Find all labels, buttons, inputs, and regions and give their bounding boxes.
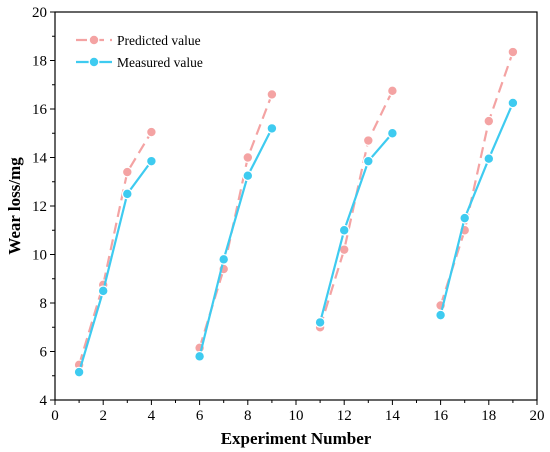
x-tick-label: 18	[481, 408, 496, 424]
data-point-measured-value	[362, 155, 374, 167]
data-point-predicted-value	[145, 126, 157, 138]
data-point-measured-value	[121, 188, 133, 200]
y-tick-label: 10	[32, 248, 47, 264]
data-point-predicted-value	[387, 85, 398, 97]
data-point-measured-value	[459, 212, 471, 224]
x-tick-label: 8	[244, 408, 252, 424]
legend-marker-predicted-value	[88, 34, 100, 46]
data-point-measured-value	[483, 153, 495, 165]
series-measured-value	[73, 97, 519, 378]
x-tick-label: 20	[530, 408, 545, 424]
series-line-measured-value	[78, 160, 153, 373]
data-point-predicted-value	[362, 135, 374, 146]
y-tick-label: 14	[32, 151, 48, 167]
data-point-measured-value	[194, 350, 206, 362]
x-tick-label: 16	[433, 408, 449, 424]
x-tick-label: 14	[385, 408, 401, 424]
legend-label-predicted-value: Predicted value	[117, 33, 201, 48]
series-line-measured-value	[439, 102, 514, 316]
data-point-predicted-value	[242, 152, 254, 163]
data-point-measured-value	[242, 170, 254, 182]
data-point-predicted-value	[266, 89, 278, 100]
y-tick-label: 20	[32, 5, 47, 21]
data-point-predicted-value	[483, 115, 495, 127]
x-tick-label: 4	[148, 408, 156, 424]
legend-label-measured-value: Measured value	[117, 55, 203, 70]
x-axis-title: Experiment Number	[221, 429, 372, 448]
data-point-measured-value	[145, 155, 157, 167]
x-tick-label: 12	[337, 408, 352, 424]
y-tick-label: 12	[32, 199, 47, 215]
plot-frame	[54, 11, 538, 401]
data-point-measured-value	[218, 253, 230, 265]
x-tick-label: 10	[289, 408, 304, 424]
y-axis-title: Wear loss/mg	[5, 157, 24, 255]
y-tick-label: 8	[40, 296, 48, 312]
series-line-measured-value	[198, 127, 273, 357]
legend-marker-measured-value	[88, 56, 100, 68]
y-tick-label: 4	[40, 393, 48, 409]
data-point-measured-value	[387, 127, 398, 139]
legend: Predicted value Measured value	[76, 33, 203, 70]
axes: 0 2 4 6 8 10 12 14 16 18 20 4 6 8 10 12 14 16 18 20 Experime…	[5, 5, 545, 448]
series-predicted-value	[73, 46, 519, 371]
data-point-predicted-value	[507, 46, 519, 58]
data-point-measured-value	[507, 97, 519, 109]
x-tick-label: 2	[99, 408, 107, 424]
y-tick-label: 16	[32, 102, 48, 118]
series-line-predicted-value	[319, 90, 394, 328]
data-point-measured-value	[97, 285, 109, 297]
y-tick-label: 6	[40, 345, 48, 361]
series-line-predicted-value	[78, 131, 153, 366]
series-line-measured-value	[319, 132, 394, 323]
x-tick-label: 6	[196, 408, 204, 424]
y-tick-label: 18	[32, 54, 47, 70]
x-tick-label: 0	[51, 408, 59, 424]
data-point-measured-value	[73, 366, 85, 378]
plot-area	[73, 46, 519, 378]
data-point-predicted-value	[121, 166, 133, 178]
data-point-measured-value	[435, 309, 447, 321]
data-point-measured-value	[266, 122, 278, 134]
data-point-measured-value	[314, 317, 326, 328]
data-point-measured-value	[338, 224, 350, 236]
